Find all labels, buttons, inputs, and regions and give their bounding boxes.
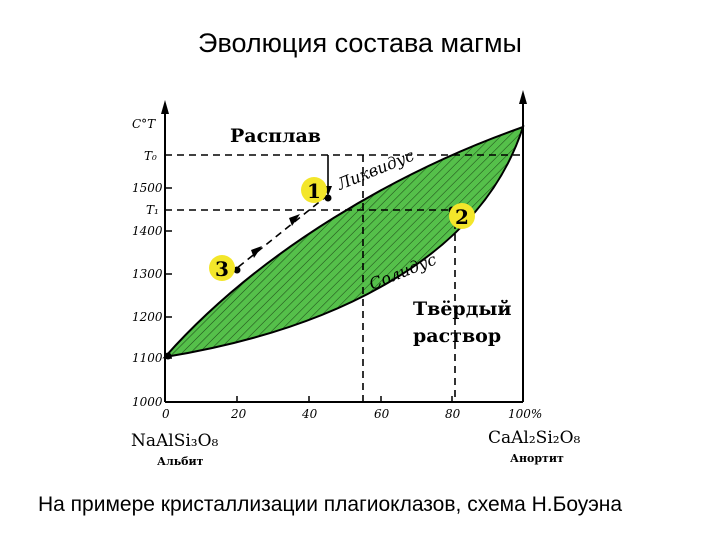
point-3-marker [209,255,235,281]
x-tick-label: 20 [230,407,247,421]
point-3-dot [233,266,241,274]
path-arrow-icon [289,214,300,226]
y-tick-label: 1100 [132,351,163,365]
t0-label: T₀ [144,149,157,163]
y-axis-arrow-icon [161,100,169,114]
y-tick-label: 1200 [132,310,163,324]
anorthite-name: Анортит [510,452,564,465]
point-1-dot [324,194,332,202]
right-axis-arrow-icon [519,90,527,104]
solid-region-label-1: Твёрдый [413,298,512,320]
x-tick-label: 60 [374,407,390,421]
anorthite-formula: CaAl₂Si₂O₈ [488,428,581,448]
point-2-label: 2 [455,205,469,229]
point-2-marker [449,203,475,229]
point-1-label: 1 [307,179,321,203]
solid-region-label-2: раствор [413,325,501,347]
melt-region-label: Расплав [230,125,321,147]
y-axis-label: C°T [132,117,156,131]
y-tick-label: 1300 [132,267,163,281]
albite-formula: NaAlSi₃O₈ [131,431,219,451]
x-tick-label: 100% [508,407,542,421]
x-tick-label: 0 [162,407,170,421]
t1-label: T₁ [146,203,159,217]
x-tick-label: 40 [301,407,318,421]
y-tick-label: 1400 [132,224,163,238]
cooling-path-line [236,194,329,269]
point-3-label: 3 [215,257,229,281]
end-dot [164,352,172,360]
path-arrow-icon [251,246,262,258]
y-tick-label: 1500 [132,181,163,195]
page-title: Эволюция состава магмы [198,28,522,58]
y-tick-label: 1000 [132,395,163,409]
point-1-marker [301,177,327,203]
two-phase-region [162,125,525,359]
x-tick-label: 80 [445,407,461,421]
albite-name: Альбит [157,455,204,468]
caption: На примере кристаллизации плагиоклазов, … [38,493,623,516]
